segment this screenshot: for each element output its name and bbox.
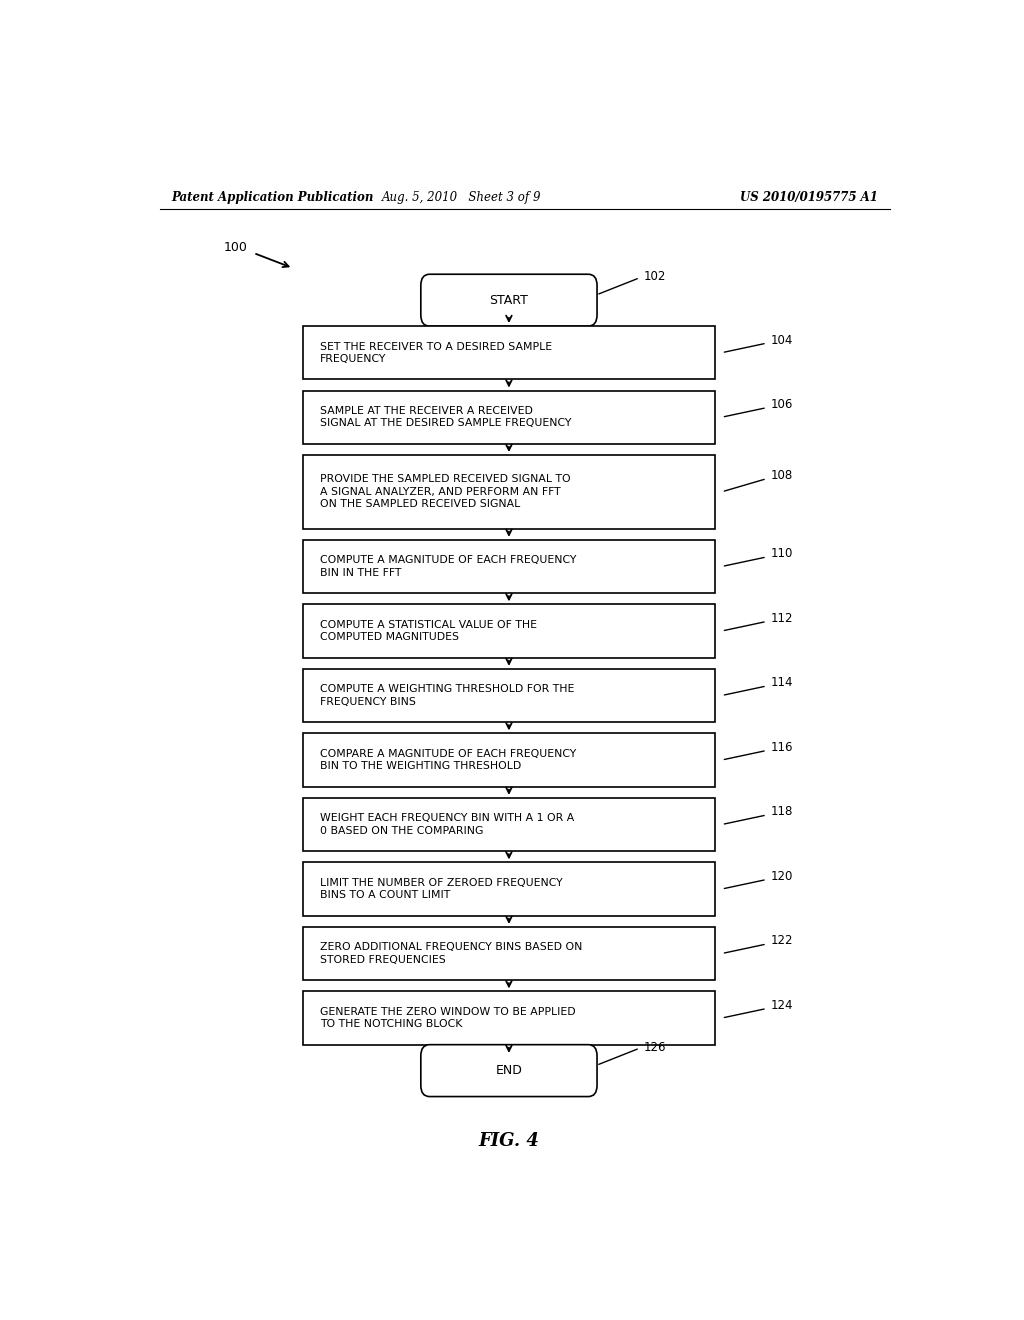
Text: 118: 118 <box>771 805 794 818</box>
Text: 116: 116 <box>771 741 794 754</box>
Bar <box>303 927 715 981</box>
Text: END: END <box>496 1064 522 1077</box>
Text: SAMPLE AT THE RECEIVER A RECEIVED
SIGNAL AT THE DESIRED SAMPLE FREQUENCY: SAMPLE AT THE RECEIVER A RECEIVED SIGNAL… <box>321 407 571 429</box>
Bar <box>303 669 715 722</box>
Text: COMPUTE A MAGNITUDE OF EACH FREQUENCY
BIN IN THE FFT: COMPUTE A MAGNITUDE OF EACH FREQUENCY BI… <box>321 556 577 578</box>
Bar <box>303 540 715 593</box>
Text: COMPUTE A STATISTICAL VALUE OF THE
COMPUTED MAGNITUDES: COMPUTE A STATISTICAL VALUE OF THE COMPU… <box>321 620 537 643</box>
Text: 106: 106 <box>771 399 794 411</box>
Bar <box>303 605 715 657</box>
Text: 122: 122 <box>771 935 794 948</box>
Bar <box>303 734 715 787</box>
Text: COMPUTE A WEIGHTING THRESHOLD FOR THE
FREQUENCY BINS: COMPUTE A WEIGHTING THRESHOLD FOR THE FR… <box>321 684 574 706</box>
Text: 100: 100 <box>223 242 247 255</box>
Text: 104: 104 <box>771 334 794 347</box>
FancyBboxPatch shape <box>421 1044 597 1097</box>
Text: 110: 110 <box>771 548 794 561</box>
Bar <box>303 797 715 851</box>
Text: START: START <box>489 293 528 306</box>
Text: LIMIT THE NUMBER OF ZEROED FREQUENCY
BINS TO A COUNT LIMIT: LIMIT THE NUMBER OF ZEROED FREQUENCY BIN… <box>321 878 562 900</box>
Text: 102: 102 <box>644 271 667 284</box>
Text: 114: 114 <box>771 676 794 689</box>
Text: GENERATE THE ZERO WINDOW TO BE APPLIED
TO THE NOTCHING BLOCK: GENERATE THE ZERO WINDOW TO BE APPLIED T… <box>321 1007 575 1030</box>
Text: ZERO ADDITIONAL FREQUENCY BINS BASED ON
STORED FREQUENCIES: ZERO ADDITIONAL FREQUENCY BINS BASED ON … <box>321 942 583 965</box>
Bar <box>303 991 715 1045</box>
Text: Patent Application Publication: Patent Application Publication <box>172 190 374 203</box>
Text: SET THE RECEIVER TO A DESIRED SAMPLE
FREQUENCY: SET THE RECEIVER TO A DESIRED SAMPLE FRE… <box>321 342 552 364</box>
Text: 108: 108 <box>771 469 793 482</box>
Text: WEIGHT EACH FREQUENCY BIN WITH A 1 OR A
0 BASED ON THE COMPARING: WEIGHT EACH FREQUENCY BIN WITH A 1 OR A … <box>321 813 574 836</box>
Text: 124: 124 <box>771 999 794 1012</box>
Text: 120: 120 <box>771 870 794 883</box>
Text: FIG. 4: FIG. 4 <box>478 1133 540 1150</box>
Text: 126: 126 <box>644 1040 667 1053</box>
Text: 112: 112 <box>771 612 794 624</box>
Bar <box>303 326 715 379</box>
Text: PROVIDE THE SAMPLED RECEIVED SIGNAL TO
A SIGNAL ANALYZER, AND PERFORM AN FFT
ON : PROVIDE THE SAMPLED RECEIVED SIGNAL TO A… <box>321 474 570 510</box>
Text: COMPARE A MAGNITUDE OF EACH FREQUENCY
BIN TO THE WEIGHTING THRESHOLD: COMPARE A MAGNITUDE OF EACH FREQUENCY BI… <box>321 748 577 771</box>
Bar <box>303 862 715 916</box>
FancyBboxPatch shape <box>421 275 597 326</box>
Text: Aug. 5, 2010   Sheet 3 of 9: Aug. 5, 2010 Sheet 3 of 9 <box>382 190 541 203</box>
Bar <box>303 455 715 529</box>
Bar <box>303 391 715 444</box>
Text: US 2010/0195775 A1: US 2010/0195775 A1 <box>740 190 878 203</box>
